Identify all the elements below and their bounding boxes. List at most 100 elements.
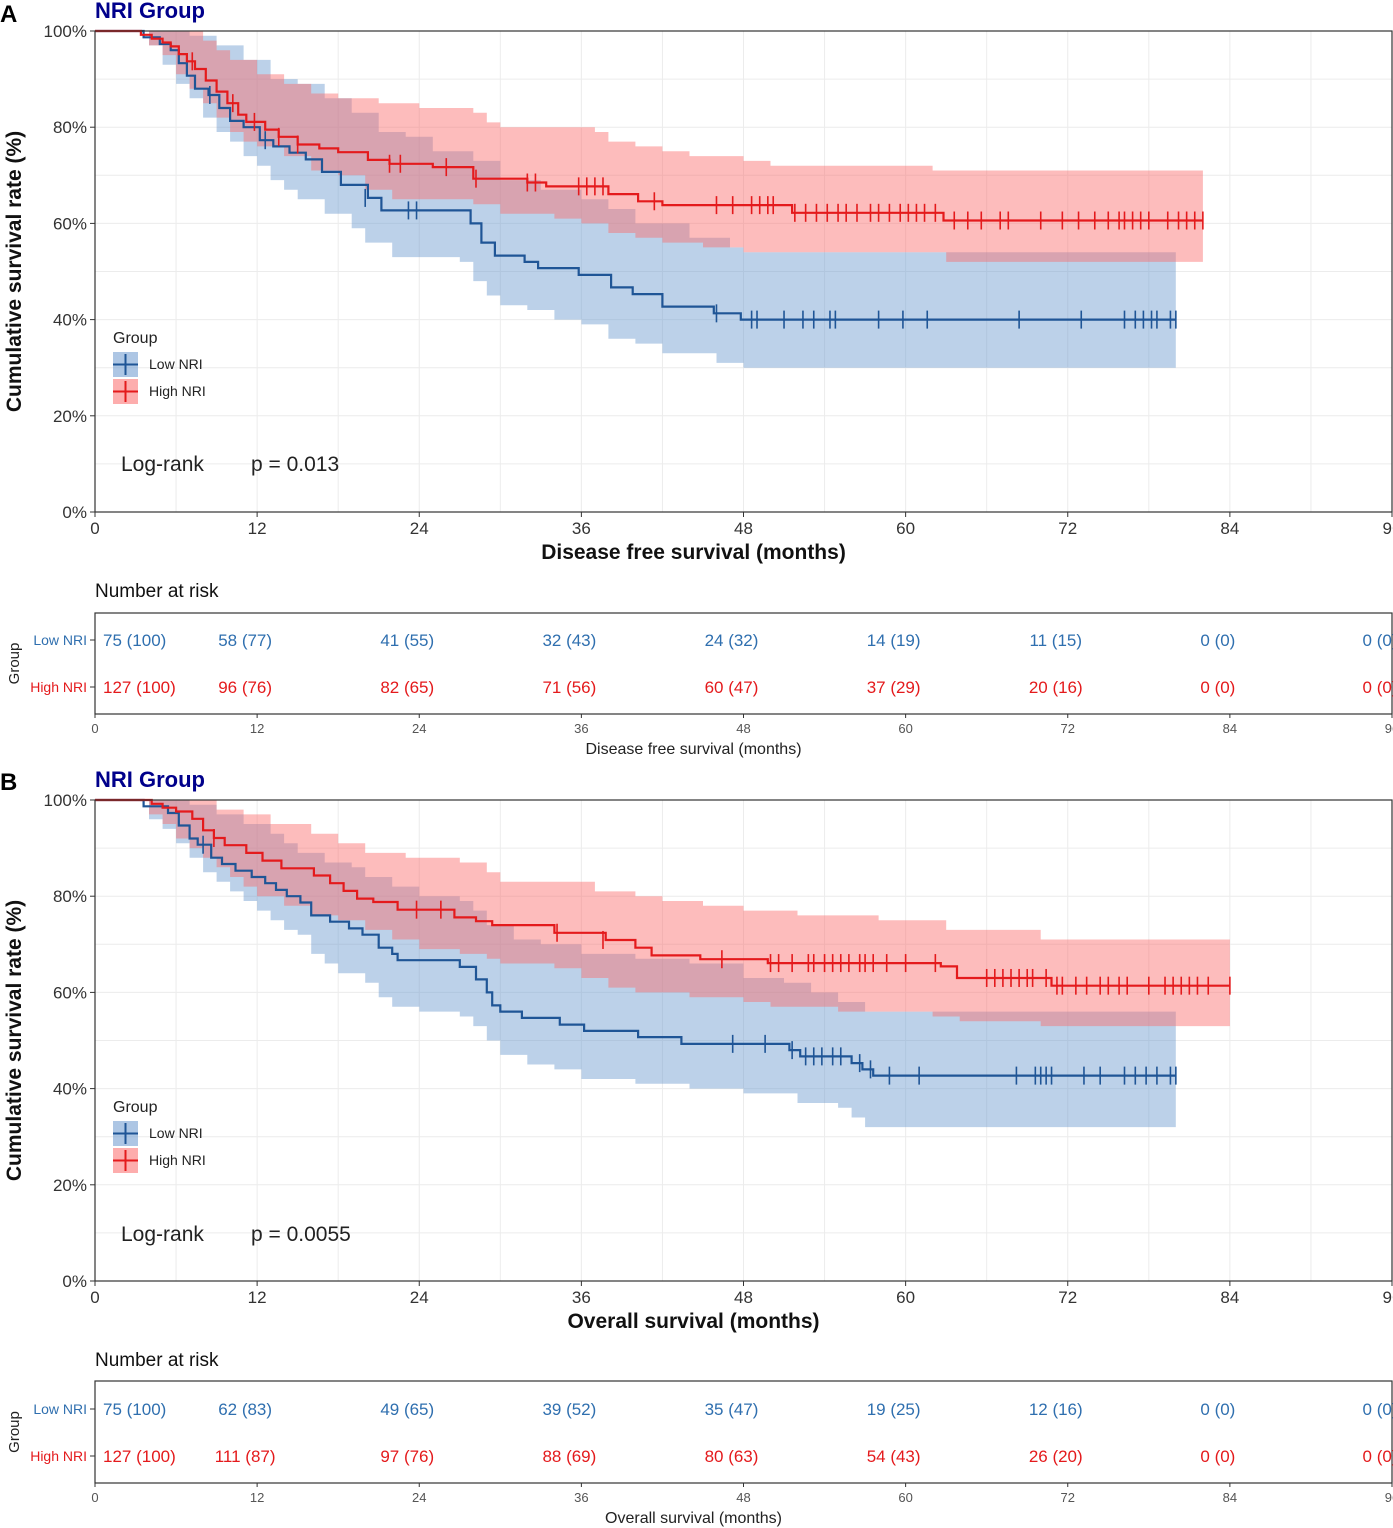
risk-value: 39 (52): [542, 1400, 596, 1419]
panel-b: B NRI Group 0% 20% 40% 60% 80% 100% 0 12 24 36 48 60 7…: [0, 767, 1393, 1527]
y-axis-label: Cumulative survival rate (%): [3, 131, 26, 412]
x-tick-label: 72: [1058, 1288, 1077, 1307]
risk-value: 75 (100): [103, 1400, 166, 1419]
y-tick-label: 0%: [62, 1272, 87, 1291]
risk-x-tick-label: 24: [412, 721, 426, 736]
risk-value: 88 (69): [542, 1447, 596, 1466]
p-value: p = 0.013: [251, 453, 339, 476]
risk-x-tick-label: 72: [1061, 721, 1075, 736]
x-tick-label: 48: [734, 519, 753, 538]
high-nri-censor-marks: [213, 828, 1231, 995]
risk-value: 0 (0): [1200, 631, 1235, 650]
y-tick-label: 0%: [62, 503, 87, 522]
risk-table-group-label: Group: [6, 643, 23, 685]
risk-row-name: High NRI: [30, 1448, 87, 1464]
x-tick-label: 0: [90, 1288, 99, 1307]
x-axis-label: Disease free survival (months): [541, 541, 846, 564]
risk-value: 0 (0): [1363, 631, 1393, 650]
x-tick-label: 72: [1058, 519, 1077, 538]
risk-row-name: Low NRI: [33, 1401, 87, 1417]
chart-title: NRI Group: [95, 0, 205, 23]
risk-table-title: Number at risk: [95, 1350, 219, 1371]
y-tick-label: 80%: [53, 118, 87, 137]
risk-value: 82 (65): [380, 678, 434, 697]
legend-label: Low NRI: [149, 356, 203, 372]
low-nri-confidence-band: [135, 800, 1176, 1128]
x-tick-label: 24: [410, 1288, 429, 1307]
low-nri-survival-curve: [95, 29, 1176, 321]
risk-x-tick-label: 48: [736, 1490, 750, 1505]
risk-x-tick-label: 60: [898, 1490, 912, 1505]
risk-value: 75 (100): [103, 631, 166, 650]
risk-value: 127 (100): [103, 678, 176, 697]
legend: Group Low NRI High NRI: [113, 330, 206, 404]
risk-value: 80 (63): [705, 1447, 759, 1466]
chart-title: NRI Group: [95, 767, 205, 792]
panel-a: A NRI Group 0% 20% 40% 60% 80% 100% 0 12 24 36 48 60 7…: [0, 0, 1393, 758]
risk-x-tick-label: 48: [736, 721, 750, 736]
risk-x-tick-label: 84: [1223, 721, 1237, 736]
risk-value: 71 (56): [542, 678, 596, 697]
risk-x-tick-label: 12: [250, 721, 264, 736]
risk-value: 19 (25): [867, 1400, 921, 1419]
risk-table-title: Number at risk: [95, 581, 219, 602]
x-tick-label: 60: [896, 1288, 915, 1307]
x-tick-label: 12: [248, 519, 267, 538]
risk-x-tick-label: 96: [1385, 1490, 1393, 1505]
risk-value: 37 (29): [867, 678, 921, 697]
y-tick-label: 60%: [53, 983, 87, 1002]
risk-x-tick-label: 36: [574, 1490, 588, 1505]
risk-x-tick-label: 0: [91, 1490, 98, 1505]
risk-value: 62 (83): [218, 1400, 272, 1419]
risk-value: 0 (0): [1363, 1447, 1393, 1466]
risk-value: 32 (43): [542, 631, 596, 650]
risk-table-x-label: Overall survival (months): [605, 1510, 782, 1527]
risk-value: 60 (47): [705, 678, 759, 697]
risk-row-name: High NRI: [30, 679, 87, 695]
risk-value: 49 (65): [380, 1400, 434, 1419]
risk-value: 0 (0): [1363, 678, 1393, 697]
risk-value: 20 (16): [1029, 678, 1083, 697]
risk-table-frame: [94, 612, 1393, 715]
y-tick-label: 100%: [44, 22, 87, 41]
risk-x-tick-label: 72: [1061, 1490, 1075, 1505]
risk-x-tick-label: 0: [91, 721, 98, 736]
x-tick-label: 24: [410, 519, 429, 538]
risk-x-tick-label: 84: [1223, 1490, 1237, 1505]
high-nri-survival-curve: [95, 798, 1230, 987]
low-nri-censor-marks: [202, 835, 1177, 1085]
p-value: p = 0.0055: [251, 1223, 351, 1246]
risk-x-tick-label: 36: [574, 721, 588, 736]
risk-table-group-label: Group: [6, 1411, 23, 1453]
x-tick-label: 96: [1383, 519, 1393, 538]
logrank-label: Log-rank: [121, 453, 204, 476]
risk-value: 24 (32): [705, 631, 759, 650]
risk-value: 127 (100): [103, 1447, 176, 1466]
risk-value: 14 (19): [867, 631, 921, 650]
low-nri-survival-curve: [95, 798, 1176, 1077]
legend-label: High NRI: [149, 1152, 206, 1168]
legend-title: Group: [113, 1099, 158, 1116]
legend-label: High NRI: [149, 383, 206, 399]
x-tick-label: 36: [572, 1288, 591, 1307]
high-nri-censor-marks: [191, 52, 1204, 230]
risk-row-name: Low NRI: [33, 632, 87, 648]
legend-label: Low NRI: [149, 1125, 203, 1141]
logrank-label: Log-rank: [121, 1223, 204, 1246]
y-tick-label: 20%: [53, 1176, 87, 1195]
y-tick-label: 40%: [53, 1080, 87, 1099]
x-tick-label: 12: [248, 1288, 267, 1307]
risk-value: 97 (76): [380, 1447, 434, 1466]
x-tick-label: 84: [1220, 519, 1239, 538]
legend-title: Group: [113, 330, 158, 347]
risk-value: 0 (0): [1363, 1400, 1393, 1419]
risk-value: 11 (15): [1029, 631, 1082, 650]
x-tick-label: 36: [572, 519, 591, 538]
risk-x-tick-label: 12: [250, 1490, 264, 1505]
y-tick-label: 80%: [53, 887, 87, 906]
low-nri-confidence-band: [135, 31, 1176, 368]
y-tick-label: 100%: [44, 791, 87, 810]
risk-value: 0 (0): [1200, 1400, 1235, 1419]
x-tick-label: 0: [90, 519, 99, 538]
